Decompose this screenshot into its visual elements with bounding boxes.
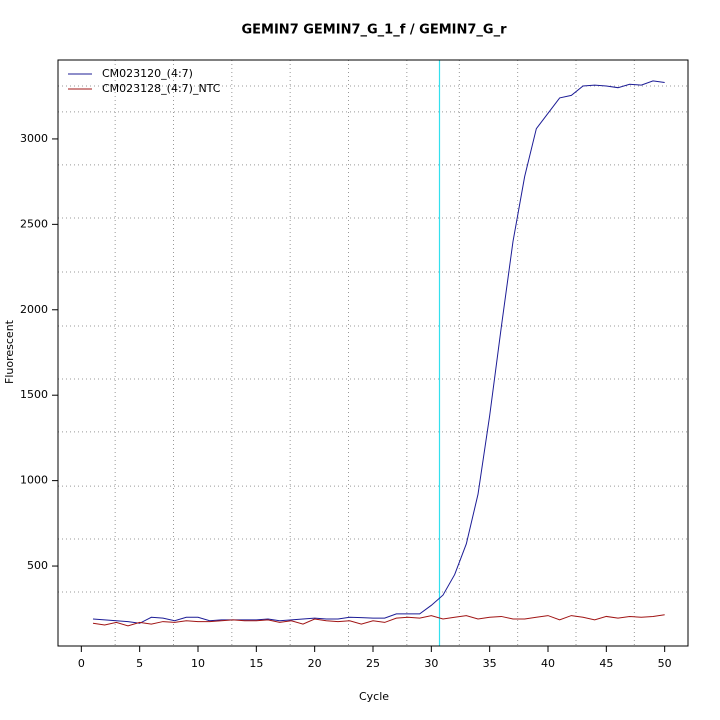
y-tick-label: 2500: [20, 217, 48, 230]
series-line: [92, 614, 665, 627]
legend-label: CM023128_(4:7)_NTC: [102, 82, 221, 95]
y-tick-label: 3000: [20, 132, 48, 145]
series-line: [92, 80, 665, 624]
y-tick-label: 1500: [20, 388, 48, 401]
y-tick-label: 1000: [20, 474, 48, 487]
plot-border: [57, 59, 689, 647]
legend-label: CM023120_(4:7): [102, 67, 193, 80]
x-tick-label: 45: [599, 657, 613, 670]
y-tick-label: 500: [27, 559, 48, 572]
x-tick-label: 10: [191, 657, 205, 670]
y-tick-label: 2000: [20, 303, 48, 316]
chart-title: GEMIN7 GEMIN7_G_1_f / GEMIN7_G_r: [241, 23, 507, 38]
x-tick-label: 25: [366, 657, 380, 670]
x-axis-label: Cycle: [359, 690, 389, 703]
x-tick-label: 20: [308, 657, 322, 670]
x-tick-label: 30: [424, 657, 438, 670]
y-axis-label: Fluorescent: [3, 319, 16, 384]
x-tick-label: 15: [249, 657, 263, 670]
x-tick-label: 40: [541, 657, 555, 670]
x-tick-label: 35: [483, 657, 497, 670]
x-tick-label: 50: [658, 657, 672, 670]
x-tick-label: 0: [78, 657, 85, 670]
x-tick-label: 5: [136, 657, 143, 670]
